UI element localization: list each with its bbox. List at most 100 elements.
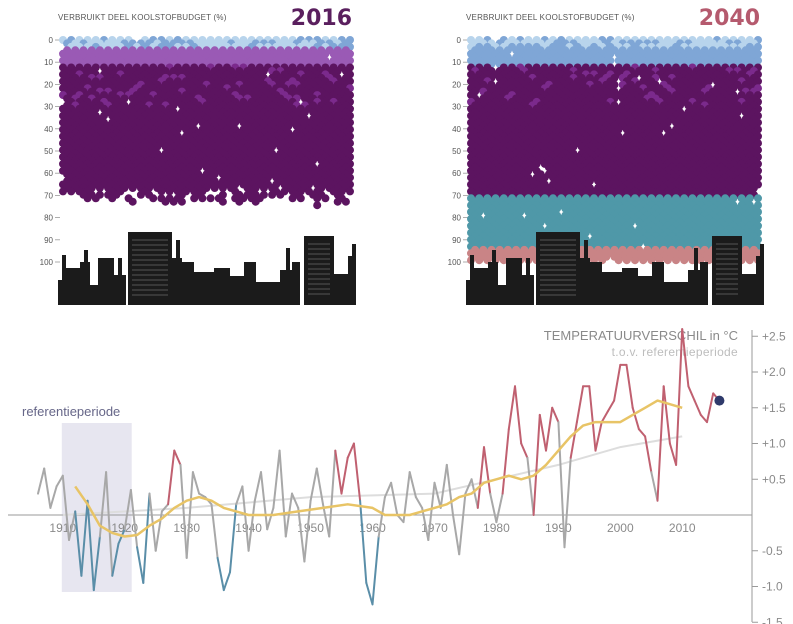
skyline-building: [194, 272, 214, 305]
annual-temperature-segment: [111, 542, 120, 577]
y-tick-label: +1.0: [762, 437, 786, 451]
annual-temperature-segment: [470, 478, 479, 509]
budget-dot: [83, 194, 92, 203]
skyline-building: [182, 262, 194, 305]
panel-y-tick-label: 100: [448, 258, 462, 267]
budget-dot: [499, 256, 508, 265]
annual-temperature-segment: [352, 442, 362, 502]
y-tick-label: +1.5: [762, 401, 786, 415]
panel-y-tick-label: 50: [452, 147, 461, 156]
skyline-chimney: [526, 258, 530, 305]
annual-temperature-segment: [483, 446, 492, 495]
skyline-chimney: [176, 240, 180, 305]
x-tick-label: 1910: [49, 521, 76, 535]
annual-temperature-segment: [675, 328, 684, 466]
skyline-chimney: [492, 250, 496, 305]
panel-y-tick-label: 20: [452, 80, 461, 89]
budget-dot: [206, 194, 215, 203]
panel-y-tick-label: 30: [452, 103, 461, 112]
panel-2040-label: VERBRUIKT DEEL KOOLSTOFBUDGET (%): [466, 13, 635, 22]
budget-dot: [198, 194, 207, 203]
panel-y-tick-label: 100: [40, 258, 54, 267]
skyline-building: [214, 268, 230, 305]
panel-y-tick-label: 0: [49, 36, 54, 45]
annual-temperature-segment: [322, 503, 331, 538]
annual-temperature-segment: [191, 471, 201, 495]
x-tick-label: 1940: [235, 521, 262, 535]
panel-2040: VERBRUIKT DEEL KOOLSTOFBUDGET (%) 2040 0…: [448, 6, 764, 305]
annual-temperature-segment: [575, 385, 585, 424]
x-tick-label: 1980: [483, 521, 510, 535]
annual-temperature-segment: [123, 489, 132, 531]
panel-2016: VERBRUIKT DEEL KOOLSTOFBUDGET (%) 2016 0…: [40, 6, 356, 305]
annual-temperature-segment: [328, 449, 337, 538]
panel-y-tick-label: 90: [452, 236, 461, 245]
budget-dot: [313, 201, 322, 210]
annual-temperature-segment: [514, 385, 523, 445]
annual-temperature-segment: [650, 471, 659, 502]
panel-y-tick-label: 10: [44, 58, 53, 67]
annual-temperature-segment: [291, 492, 300, 509]
skyline-building: [602, 272, 622, 305]
annual-temperature-segment: [346, 442, 355, 459]
skyline-chimney: [584, 240, 588, 305]
panel-y-tick-label: 50: [44, 147, 53, 156]
skyline-building: [638, 276, 652, 305]
annual-temperature-segment: [414, 496, 424, 509]
skyline-chimney: [62, 255, 66, 305]
budget-dot: [672, 256, 680, 265]
budget-dot: [161, 197, 170, 206]
annual-temperature-segment: [693, 399, 702, 416]
annual-temperature-segment: [706, 392, 715, 424]
annual-temperature-segment: [625, 363, 634, 409]
annual-temperature-segment: [198, 492, 207, 499]
annual-temperature-segment: [557, 421, 566, 549]
annual-temperature-segment: [421, 506, 430, 541]
budget-dot: [149, 194, 158, 203]
budget-dot: [321, 194, 330, 203]
budget-dot: [663, 256, 672, 265]
annual-temperature-segment: [309, 467, 318, 502]
annual-temperature-segment: [644, 435, 653, 474]
annual-temperature-segment: [297, 506, 306, 563]
y-tick-label: +2.5: [762, 329, 786, 343]
annual-temperature-segment: [61, 474, 70, 541]
annual-temperature-segment: [600, 410, 609, 424]
budget-dot: [745, 256, 754, 265]
annual-temperature-segment: [284, 492, 293, 538]
annual-temperature-segment: [278, 449, 287, 538]
panel-y-tick-label: 60: [452, 169, 461, 178]
budget-dot: [177, 197, 186, 206]
annual-temperature-segment: [383, 481, 393, 499]
budget-dot: [680, 256, 689, 265]
y-tick-label: -0.5: [762, 544, 783, 558]
budget-dot: [218, 197, 227, 206]
annual-temperature-segment: [154, 510, 163, 552]
chart-subtitle: t.o.v. referentieperiode: [612, 345, 738, 359]
panel-y-tick-label: 40: [452, 125, 461, 134]
annual-temperature-segment: [501, 428, 510, 495]
annual-temperature-segment: [216, 556, 225, 592]
skyline-building: [128, 232, 172, 305]
series-layer: [37, 328, 725, 606]
annual-temperature-segment: [105, 471, 114, 577]
annual-temperature-segment: [160, 503, 170, 513]
annual-temperature-segment: [613, 363, 622, 402]
budget-dot: [91, 194, 100, 203]
series-line-reference: [62, 435, 683, 516]
budget-dot: [157, 187, 166, 196]
annual-temperature-segment: [80, 499, 89, 577]
budget-dot: [136, 190, 145, 199]
panel-y-tick-label: 20: [44, 80, 53, 89]
y-tick-label: +0.5: [762, 472, 786, 486]
panel-y-tick-label: 10: [452, 58, 461, 67]
annual-temperature-segment: [92, 535, 101, 592]
y-tick-label: -1.5: [762, 615, 783, 624]
skyline-chimney: [118, 258, 122, 305]
x-tick-label: 1990: [545, 521, 572, 535]
budget-dot: [754, 194, 762, 203]
skyline-building: [742, 274, 756, 305]
x-tick-label: 2010: [669, 521, 696, 535]
budget-dot: [268, 190, 277, 199]
